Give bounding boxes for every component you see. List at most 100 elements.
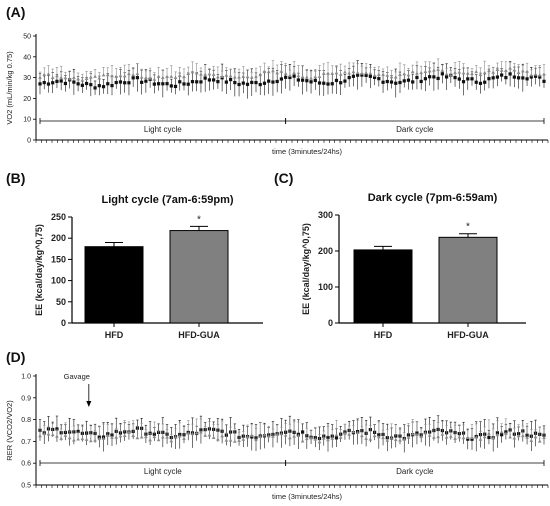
data-point: [118, 80, 123, 84]
data-point: [491, 435, 495, 440]
cycle-label: Light cycle: [144, 125, 182, 134]
data-point: [385, 438, 390, 442]
data-point: [186, 71, 191, 75]
data-point: [305, 75, 309, 79]
data-point: [444, 72, 449, 76]
data-point: [207, 433, 212, 437]
data-point: [533, 74, 538, 78]
data-point: [76, 437, 80, 441]
data-point: [415, 71, 419, 75]
data-point: [279, 69, 284, 73]
data-point: [203, 72, 207, 76]
data-point: [385, 73, 390, 77]
data-point: [457, 435, 462, 439]
data-point: [330, 436, 335, 440]
y-tick-label: 200: [51, 233, 66, 243]
data-point: [444, 435, 449, 439]
data-point: [364, 436, 368, 440]
data-point: [326, 82, 330, 86]
data-point: [177, 434, 182, 438]
data-point: [144, 434, 148, 439]
data-point: [173, 84, 178, 89]
data-point: [245, 434, 250, 438]
data-point: [105, 72, 110, 77]
data-point: [300, 430, 305, 434]
data-point: [46, 82, 51, 86]
data-point: [140, 80, 144, 84]
y-tick-label: 200: [318, 246, 333, 256]
data-point: [110, 435, 114, 439]
data-point: [516, 433, 521, 438]
x-tick-label: HFD: [105, 330, 124, 340]
data-point: [313, 437, 318, 441]
y-tick-label: 0.7: [21, 439, 31, 446]
data-point: [42, 80, 46, 85]
data-point: [249, 75, 254, 79]
bar-hfd: [84, 246, 144, 324]
data-point: [161, 75, 165, 80]
data-point: [59, 436, 63, 440]
gavage-arrowhead: [86, 401, 92, 407]
data-point: [279, 431, 284, 436]
significance-marker: *: [197, 214, 201, 225]
data-point: [144, 75, 148, 79]
data-point: [326, 435, 330, 440]
data-point: [195, 80, 199, 84]
data-point: [279, 77, 284, 81]
series-2: [38, 418, 546, 444]
data-point: [262, 69, 267, 74]
x-axis-title: time (3minutes/24hs): [272, 147, 343, 156]
data-point: [220, 74, 224, 78]
data-point: [267, 79, 271, 83]
data-point: [423, 69, 428, 73]
data-point: [436, 76, 440, 81]
data-point: [127, 430, 131, 434]
data-point: [398, 72, 402, 76]
data-point: [355, 430, 360, 435]
y-tick-label: 0: [27, 138, 31, 145]
data-point: [487, 435, 491, 440]
data-point: [216, 74, 220, 79]
data-point: [262, 81, 267, 85]
data-point: [105, 433, 110, 437]
data-point: [393, 75, 398, 79]
data-point: [334, 436, 339, 440]
data-point: [228, 77, 233, 82]
data-point: [211, 72, 216, 76]
y-tick-label: 0.5: [21, 483, 31, 490]
data-point: [118, 433, 123, 438]
data-point: [474, 80, 478, 84]
data-point: [309, 80, 313, 84]
data-point: [110, 433, 114, 437]
data-point: [495, 431, 500, 435]
data-point: [504, 68, 508, 73]
data-point: [427, 69, 432, 73]
panel-label-a: (A): [6, 4, 25, 20]
data-point: [500, 73, 504, 77]
data-point: [389, 436, 394, 440]
y-tick-label: 20: [23, 96, 31, 103]
y-tick-label: 1.0: [21, 374, 31, 381]
x-axis-title: time (3minutes/24hs): [272, 492, 343, 501]
data-point: [283, 433, 288, 437]
data-point: [499, 68, 504, 72]
data-point: [169, 74, 174, 78]
data-point: [321, 436, 326, 440]
data-point: [343, 431, 347, 435]
data-point: [271, 80, 275, 84]
data-point: [419, 79, 423, 84]
panel-label-d: (D): [6, 349, 25, 365]
data-point: [110, 83, 114, 88]
data-point: [309, 435, 313, 440]
data-point: [356, 73, 360, 77]
data-point: [110, 73, 114, 78]
data-point: [313, 78, 317, 83]
data-point: [537, 73, 542, 77]
data-point: [538, 75, 542, 79]
data-point: [165, 435, 169, 439]
data-point: [190, 431, 195, 436]
data-point: [233, 80, 237, 85]
data-point: [233, 439, 237, 443]
data-point: [436, 434, 440, 439]
data-point: [330, 71, 335, 75]
